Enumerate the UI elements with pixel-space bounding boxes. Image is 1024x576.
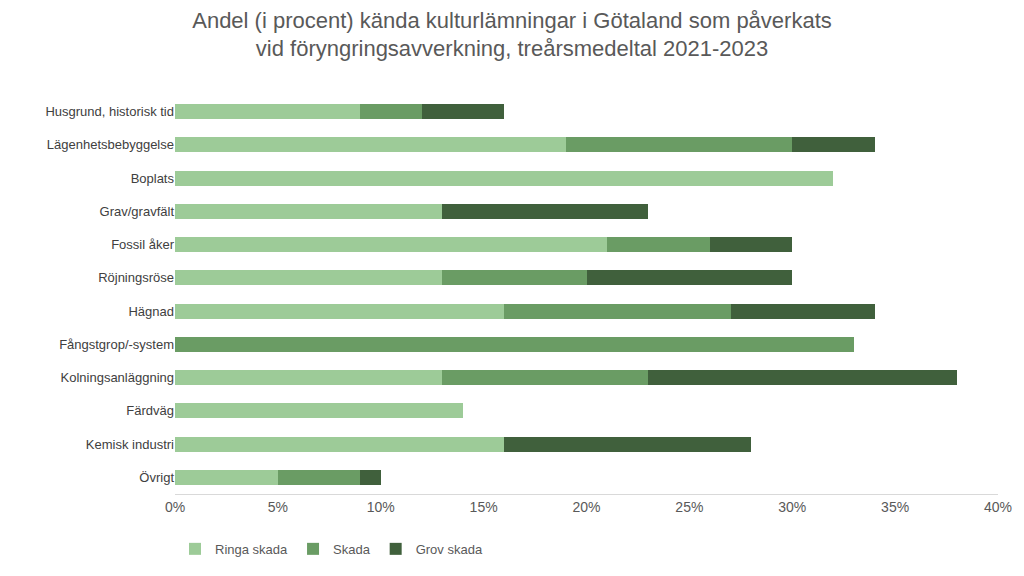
svg-text:Skada: Skada xyxy=(333,542,371,557)
svg-text:Färdväg: Färdväg xyxy=(126,403,174,418)
svg-text:35%: 35% xyxy=(881,499,909,515)
svg-text:15%: 15% xyxy=(470,499,498,515)
svg-text:Grav/gravfält: Grav/gravfält xyxy=(100,204,175,219)
svg-text:Boplats: Boplats xyxy=(131,171,175,186)
svg-text:0%: 0% xyxy=(165,499,185,515)
svg-text:Grov skada: Grov skada xyxy=(416,542,483,557)
svg-text:Hägnad: Hägnad xyxy=(128,304,174,319)
svg-text:10%: 10% xyxy=(367,499,395,515)
svg-text:20%: 20% xyxy=(572,499,600,515)
svg-text:Andel (i procent) kända kultur: Andel (i procent) kända kulturlämningar … xyxy=(192,8,832,62)
svg-text:Fångstgrop/-system: Fångstgrop/-system xyxy=(59,337,174,352)
svg-text:Röjningsröse: Röjningsröse xyxy=(98,270,174,285)
svg-text:Kolningsanläggning: Kolningsanläggning xyxy=(61,370,174,385)
svg-text:Övrigt: Övrigt xyxy=(139,470,174,485)
svg-text:Ringa skada: Ringa skada xyxy=(215,542,288,557)
svg-text:25%: 25% xyxy=(675,499,703,515)
svg-text:5%: 5% xyxy=(268,499,288,515)
svg-text:Fossil åker: Fossil åker xyxy=(111,237,175,252)
svg-text:30%: 30% xyxy=(778,499,806,515)
svg-text:Lägenhetsbebyggelse: Lägenhetsbebyggelse xyxy=(47,137,174,152)
svg-text:Husgrund, historisk tid: Husgrund, historisk tid xyxy=(45,104,174,119)
svg-text:40%: 40% xyxy=(984,499,1012,515)
svg-text:Kemisk industri: Kemisk industri xyxy=(86,437,174,452)
